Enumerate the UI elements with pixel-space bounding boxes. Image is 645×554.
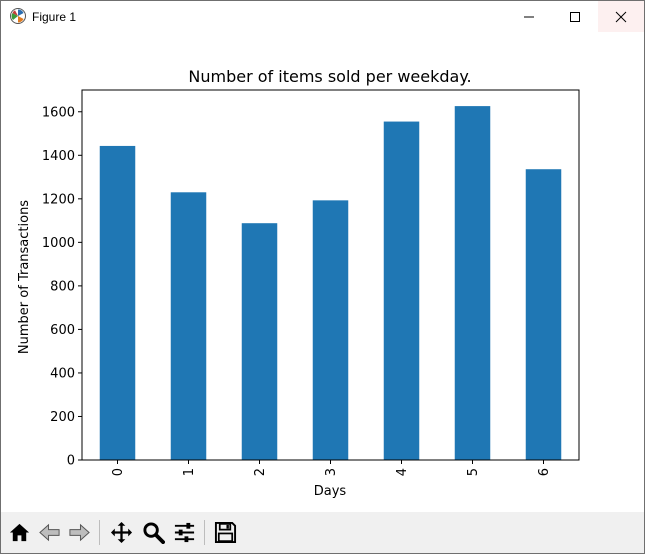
- y-tick-label: 600: [50, 323, 75, 338]
- y-tick-label: 1400: [42, 149, 75, 164]
- zoom-button[interactable]: [140, 518, 167, 547]
- sliders-icon: [173, 521, 196, 544]
- forward-button[interactable]: [66, 518, 93, 547]
- x-tick-label: 6: [537, 468, 552, 476]
- y-tick-label: 0: [67, 454, 75, 469]
- home-button[interactable]: [6, 518, 33, 547]
- title-bar[interactable]: Figure 1: [1, 1, 644, 32]
- maximize-icon: [569, 11, 581, 23]
- magnifier-icon: [142, 521, 165, 544]
- bar-chart: Number of items sold per weekday. 020040…: [1, 32, 644, 512]
- pan-button[interactable]: [108, 518, 135, 547]
- x-tick-label: 1: [182, 468, 197, 476]
- maximize-button[interactable]: [552, 1, 598, 32]
- move-icon: [110, 521, 133, 544]
- bar: [313, 200, 349, 460]
- bar: [384, 122, 420, 460]
- minimize-icon: [523, 11, 535, 23]
- x-tick-label: 2: [253, 468, 268, 476]
- x-axis-label: Days: [314, 484, 347, 499]
- y-tick-label: 400: [50, 366, 75, 381]
- configure-subplots-button[interactable]: [171, 518, 198, 547]
- arrow-right-icon: [68, 521, 91, 544]
- bar: [171, 192, 207, 460]
- window-title: Figure 1: [32, 10, 76, 24]
- arrow-left-icon: [38, 521, 61, 544]
- y-tick-label: 800: [50, 279, 75, 294]
- bar: [526, 169, 562, 460]
- floppy-disk-icon: [214, 521, 237, 544]
- plot-area: 0 200 400 600 800 1000 1200 1400 1600 0 1 2 3 4 5 6: [42, 90, 579, 476]
- y-tick-label: 1600: [42, 105, 75, 120]
- figure-canvas[interactable]: Number of items sold per weekday. 0 200 40…: [1, 32, 644, 512]
- chart-title: Number of items sold per weekday.: [188, 67, 471, 86]
- y-tick-label: 200: [50, 410, 75, 425]
- home-icon: [8, 521, 31, 544]
- save-button[interactable]: [212, 518, 239, 547]
- close-button[interactable]: [598, 1, 644, 32]
- x-tick-label: 3: [324, 468, 339, 476]
- close-icon: [615, 11, 627, 23]
- toolbar-separator: [99, 520, 100, 545]
- minimize-button[interactable]: [506, 1, 552, 32]
- bar: [455, 106, 491, 460]
- y-axis-label: Number of Transactions: [17, 200, 32, 354]
- y-tick-label: 1200: [42, 192, 75, 207]
- x-tick-label: 4: [395, 468, 410, 476]
- navigation-toolbar: [1, 512, 644, 553]
- back-button[interactable]: [36, 518, 63, 547]
- matplotlib-logo-icon: [9, 7, 27, 25]
- bar: [100, 146, 136, 460]
- bar: [242, 223, 278, 460]
- x-tick-label: 0: [111, 468, 126, 476]
- toolbar-separator: [204, 520, 205, 545]
- x-tick-label: 5: [466, 468, 481, 476]
- y-tick-label: 1000: [42, 236, 75, 251]
